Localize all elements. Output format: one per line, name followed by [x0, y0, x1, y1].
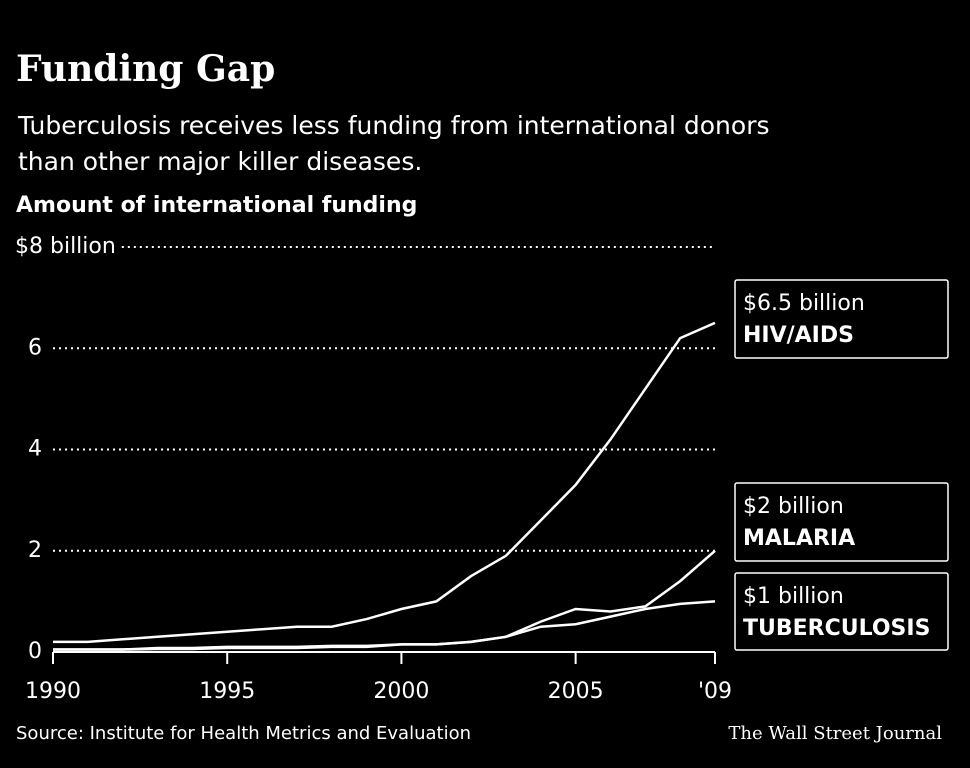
line — [53, 549, 716, 651]
legend-box — [734, 279, 949, 359]
legend-label: HIV/AIDS — [743, 323, 854, 348]
y-tick-label: 2 — [28, 538, 42, 563]
y-tick-label: 0 — [28, 639, 42, 664]
y-tick-label: $8 billion — [15, 234, 116, 259]
credit: The Wall Street Journal — [728, 723, 942, 744]
line — [53, 600, 716, 651]
source: Source: Institute for Health Metrics and… — [16, 723, 472, 744]
y-axis-label: Amount of international funding — [16, 193, 418, 218]
end-label: $6.5 billion — [743, 291, 865, 316]
title: Funding Gap — [16, 48, 276, 90]
x-tick-label: 1995 — [199, 679, 255, 704]
y-tick-label: 6 — [28, 335, 42, 360]
legend-box — [734, 482, 949, 562]
x-tick-label: 2000 — [373, 679, 429, 704]
legend-label: TUBERCULOSIS — [743, 616, 930, 641]
subtitle: Tuberculosis receives less funding from … — [18, 111, 770, 176]
legend-label: MALARIA — [743, 526, 855, 551]
end-label: $2 billion — [743, 494, 844, 519]
line — [53, 321, 716, 644]
legend-box — [734, 572, 949, 651]
end-label: $1 billion — [743, 584, 844, 609]
x-tick-label: 2005 — [548, 679, 604, 704]
y-tick-label: 4 — [28, 437, 42, 462]
x-tick-label: 1990 — [25, 679, 81, 704]
x-tick-label: '09 — [698, 679, 732, 704]
